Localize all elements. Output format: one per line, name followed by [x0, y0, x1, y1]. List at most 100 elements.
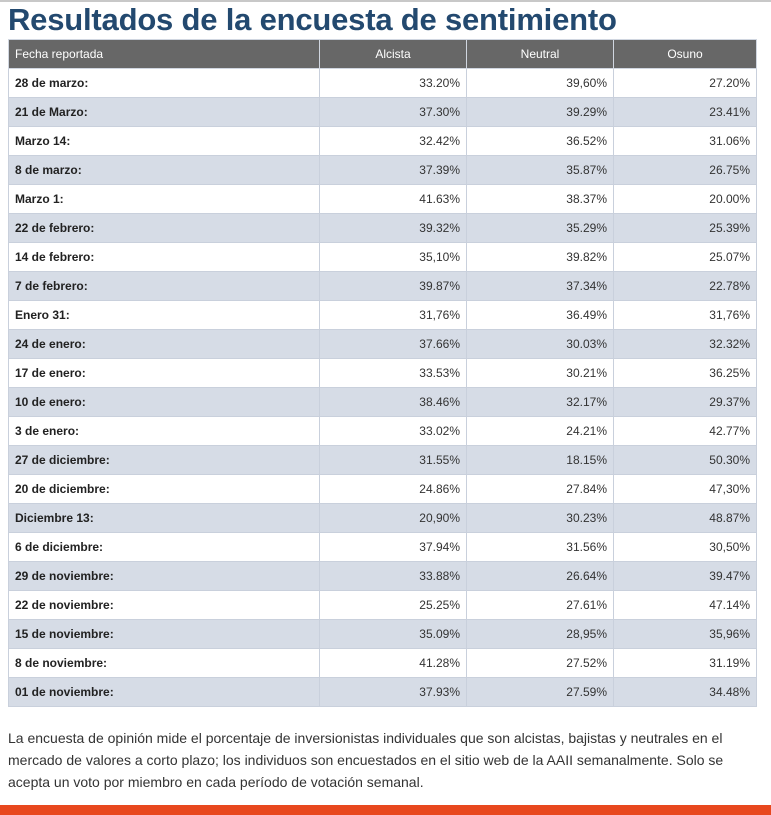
table-row: 01 de noviembre: 37.93% 27.59% 34.48%	[8, 677, 757, 707]
table-row: 8 de noviembre: 41.28% 27.52% 31.19%	[8, 648, 757, 678]
cell-neutral: 39.82%	[466, 242, 614, 272]
cell-date: 24 de enero:	[8, 329, 320, 359]
table-row: 21 de Marzo: 37.30% 39.29% 23.41%	[8, 97, 757, 127]
cell-bullish: 41.28%	[319, 648, 467, 678]
table-row: Marzo 14: 32.42% 36.52% 31.06%	[8, 126, 757, 156]
cell-date: 8 de noviembre:	[8, 648, 320, 678]
table-row: 24 de enero: 37.66% 30.03% 32.32%	[8, 329, 757, 359]
cell-neutral: 28,95%	[466, 619, 614, 649]
cell-bullish: 24.86%	[319, 474, 467, 504]
cell-bullish: 37.39%	[319, 155, 467, 185]
table-row: Marzo 1: 41.63% 38.37% 20.00%	[8, 184, 757, 214]
cell-neutral: 27.84%	[466, 474, 614, 504]
page-title: Resultados de la encuesta de sentimiento	[8, 2, 617, 37]
cell-date: 8 de marzo:	[8, 155, 320, 185]
cell-bearish: 22.78%	[613, 271, 757, 301]
cell-bearish: 34.48%	[613, 677, 757, 707]
cell-neutral: 30.21%	[466, 358, 614, 388]
table-row: 14 de febrero: 35,10% 39.82% 25.07%	[8, 242, 757, 272]
cell-date: 28 de marzo:	[8, 68, 320, 98]
cell-neutral: 35.29%	[466, 213, 614, 243]
cell-bullish: 31,76%	[319, 300, 467, 330]
header-date: Fecha reportada	[8, 39, 320, 69]
cell-bullish: 39.87%	[319, 271, 467, 301]
sentiment-table: Fecha reportada Alcista Neutral Osuno 28…	[8, 39, 757, 707]
cell-date: 6 de diciembre:	[8, 532, 320, 562]
cell-bullish: 37.66%	[319, 329, 467, 359]
cell-date: 01 de noviembre:	[8, 677, 320, 707]
cell-date: 27 de diciembre:	[8, 445, 320, 475]
cell-neutral: 18.15%	[466, 445, 614, 475]
table-row: 8 de marzo: 37.39% 35.87% 26.75%	[8, 155, 757, 185]
cell-bearish: 48.87%	[613, 503, 757, 533]
survey-description: La encuesta de opinión mide el porcentaj…	[8, 730, 724, 790]
header-bullish: Alcista	[319, 39, 467, 69]
table-row: 27 de diciembre: 31.55% 18.15% 50.30%	[8, 445, 757, 475]
cell-date: Diciembre 13:	[8, 503, 320, 533]
cell-neutral: 30.23%	[466, 503, 614, 533]
table-row: 15 de noviembre: 35.09% 28,95% 35,96%	[8, 619, 757, 649]
cell-bearish: 36.25%	[613, 358, 757, 388]
table-row: 22 de febrero: 39.32% 35.29% 25.39%	[8, 213, 757, 243]
cell-bullish: 37.93%	[319, 677, 467, 707]
cell-bearish: 26.75%	[613, 155, 757, 185]
cell-neutral: 32.17%	[466, 387, 614, 417]
cell-date: 20 de diciembre:	[8, 474, 320, 504]
table-row: 28 de marzo: 33.20% 39,60% 27.20%	[8, 68, 757, 98]
cell-bullish: 39.32%	[319, 213, 467, 243]
cell-bearish: 31,76%	[613, 300, 757, 330]
cell-bearish: 47.14%	[613, 590, 757, 620]
cell-neutral: 24.21%	[466, 416, 614, 446]
cell-bearish: 31.06%	[613, 126, 757, 156]
cell-date: 21 de Marzo:	[8, 97, 320, 127]
cell-date: Marzo 14:	[8, 126, 320, 156]
cell-date: 7 de febrero:	[8, 271, 320, 301]
cell-neutral: 35.87%	[466, 155, 614, 185]
header-neutral: Neutral	[466, 39, 614, 69]
cell-bullish: 32.42%	[319, 126, 467, 156]
cell-bearish: 31.19%	[613, 648, 757, 678]
cell-date: 22 de febrero:	[8, 213, 320, 243]
table-row: 20 de diciembre: 24.86% 27.84% 47,30%	[8, 474, 757, 504]
cell-bearish: 29.37%	[613, 387, 757, 417]
cell-neutral: 27.61%	[466, 590, 614, 620]
cell-neutral: 39,60%	[466, 68, 614, 98]
header-bearish: Osuno	[613, 39, 757, 69]
table-row: 22 de noviembre: 25.25% 27.61% 47.14%	[8, 590, 757, 620]
cell-bullish: 37.30%	[319, 97, 467, 127]
cell-date: 15 de noviembre:	[8, 619, 320, 649]
cell-bullish: 35,10%	[319, 242, 467, 272]
cell-bearish: 42.77%	[613, 416, 757, 446]
table-row: 29 de noviembre: 33.88% 26.64% 39.47%	[8, 561, 757, 591]
cell-bearish: 32.32%	[613, 329, 757, 359]
cell-bearish: 35,96%	[613, 619, 757, 649]
cell-bullish: 33.20%	[319, 68, 467, 98]
cell-neutral: 38.37%	[466, 184, 614, 214]
cell-date: 29 de noviembre:	[8, 561, 320, 591]
cell-bullish: 20,90%	[319, 503, 467, 533]
cell-neutral: 27.52%	[466, 648, 614, 678]
cell-bearish: 47,30%	[613, 474, 757, 504]
cell-bearish: 23.41%	[613, 97, 757, 127]
cell-date: 14 de febrero:	[8, 242, 320, 272]
cell-neutral: 36.49%	[466, 300, 614, 330]
table-row: 6 de diciembre: 37.94% 31.56% 30,50%	[8, 532, 757, 562]
cell-bearish: 25.39%	[613, 213, 757, 243]
cell-bullish: 37.94%	[319, 532, 467, 562]
cell-bearish: 20.00%	[613, 184, 757, 214]
cell-bearish: 39.47%	[613, 561, 757, 591]
cell-bullish: 33.53%	[319, 358, 467, 388]
cell-date: 17 de enero:	[8, 358, 320, 388]
table-row: Enero 31: 31,76% 36.49% 31,76%	[8, 300, 757, 330]
cell-date: Marzo 1:	[8, 184, 320, 214]
cell-bearish: 27.20%	[613, 68, 757, 98]
cell-date: 10 de enero:	[8, 387, 320, 417]
cell-bearish: 50.30%	[613, 445, 757, 475]
cell-bullish: 31.55%	[319, 445, 467, 475]
table-row: 3 de enero: 33.02% 24.21% 42.77%	[8, 416, 757, 446]
cell-neutral: 39.29%	[466, 97, 614, 127]
cell-date: Enero 31:	[8, 300, 320, 330]
cell-neutral: 30.03%	[466, 329, 614, 359]
top-divider	[0, 0, 771, 2]
cell-neutral: 31.56%	[466, 532, 614, 562]
